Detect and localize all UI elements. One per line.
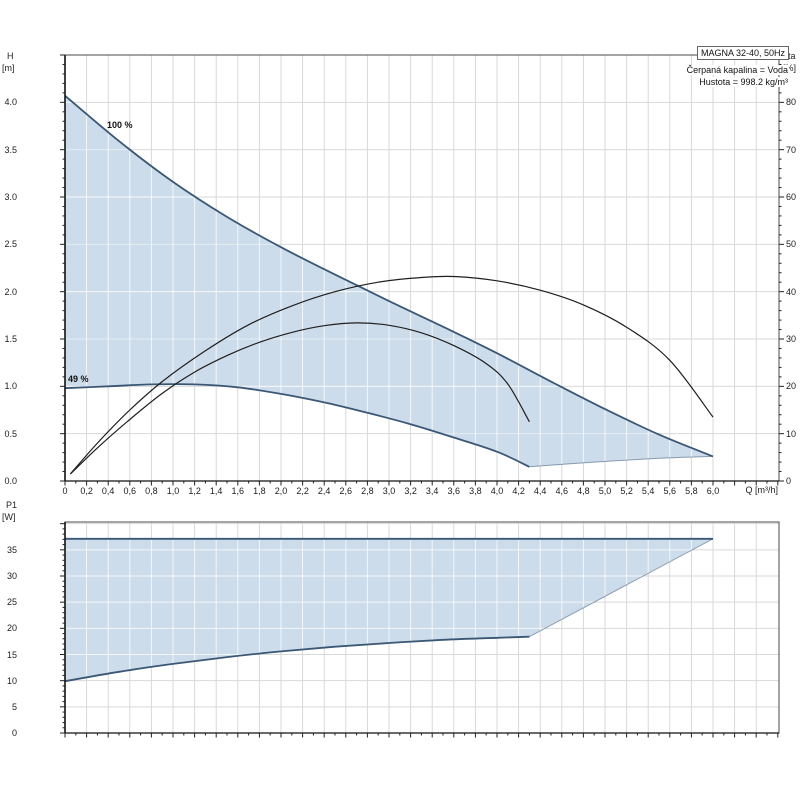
q-axis-name: Q [m³/h] [745, 485, 778, 495]
eta-axis-unit: [%] [783, 63, 797, 73]
tick-label: 3,6 [447, 486, 461, 496]
eta-axis-name: eta [783, 51, 796, 61]
tick-label: 20 [6, 623, 17, 634]
tick-label: 0,6 [123, 486, 137, 496]
tick-label: 25 [6, 597, 17, 608]
tick-label: 50 [786, 239, 797, 250]
h-axis-unit: [m] [2, 63, 15, 73]
tick-label: 0.5 [4, 428, 17, 439]
top-envelope-fill [65, 95, 713, 467]
tick-label: 4.0 [4, 97, 17, 108]
tick-label: 4,8 [577, 486, 590, 496]
density-label: Hustota = 998.2 kg/m³ [698, 77, 789, 87]
bottom-ticks [60, 523, 779, 738]
tick-label: 1,2 [188, 486, 201, 496]
tick-label: 5,4 [641, 486, 655, 496]
tick-label: 2,0 [274, 486, 288, 496]
tick-label: 6,0 [706, 486, 720, 496]
tick-label: 0 [786, 476, 792, 486]
tick-label: 10 [6, 675, 17, 686]
tick-label: 1,6 [231, 486, 245, 496]
tick-label: 1,8 [253, 486, 266, 496]
tick-label: 3,2 [404, 486, 417, 496]
tick-label: 2,6 [339, 486, 353, 496]
tick-label: 2,4 [317, 486, 331, 496]
pumped-medium-label: Čerpaná kapalina = Voda [685, 65, 789, 75]
tick-label: 3,8 [469, 486, 482, 496]
tick-label: 0,8 [145, 486, 158, 496]
tick-label: 5,0 [598, 486, 612, 496]
pump-model-badge: MAGNA 32-40, 50Hz [696, 46, 789, 60]
tick-label: 0,4 [101, 486, 115, 496]
tick-label: 5,6 [663, 486, 677, 496]
bottom-curves [64, 537, 714, 683]
tick-label: 3.5 [4, 144, 17, 155]
tick-label: 2.5 [4, 239, 17, 250]
tick-label: 5,8 [685, 486, 698, 496]
tick-label: 0 [62, 486, 68, 496]
h-axis-name: H [7, 51, 14, 61]
tick-label: 5 [11, 701, 17, 712]
p1-axis-name: P1 [6, 500, 18, 510]
tick-label: 3,0 [382, 486, 396, 496]
tick-label: 5,2 [620, 486, 633, 496]
tick-label: 2,8 [361, 486, 374, 496]
tick-label: 40 [786, 286, 797, 297]
tick-label: 70 [786, 144, 797, 155]
tick-label: 20 [786, 381, 797, 392]
tick-label: 30 [786, 334, 797, 344]
tick-label: 80 [786, 97, 797, 108]
tick-label: 4,0 [490, 486, 504, 496]
tick-label: 4,4 [533, 486, 547, 496]
tick-label: 1.5 [4, 333, 17, 344]
curve-label-100pct: 100 % [107, 120, 133, 130]
tick-label: 1.0 [4, 381, 17, 392]
tick-label: 0 [11, 728, 17, 738]
tick-label: 30 [6, 571, 17, 581]
p1-axis-unit: [W] [2, 512, 16, 522]
tick-label: 0,2 [80, 486, 93, 496]
tick-label: 2.0 [4, 286, 17, 297]
tick-label: 4,6 [555, 486, 569, 496]
tick-label: 1,0 [166, 486, 180, 496]
tick-label: 35 [6, 544, 17, 555]
tick-label: 3,4 [425, 486, 439, 496]
tick-label: 10 [786, 428, 797, 439]
tick-label: 1,4 [209, 486, 223, 496]
top-curves [64, 95, 714, 475]
tick-label: 60 [786, 192, 797, 202]
tick-label: 3.0 [4, 191, 17, 202]
curve-label-49pct: 49 % [68, 374, 89, 384]
tick-label: 0.0 [4, 476, 17, 486]
top-ticks [60, 54, 784, 486]
tick-label: 4,2 [512, 486, 525, 496]
tick-label: 2,2 [296, 486, 309, 496]
tick-label: 15 [6, 649, 17, 660]
